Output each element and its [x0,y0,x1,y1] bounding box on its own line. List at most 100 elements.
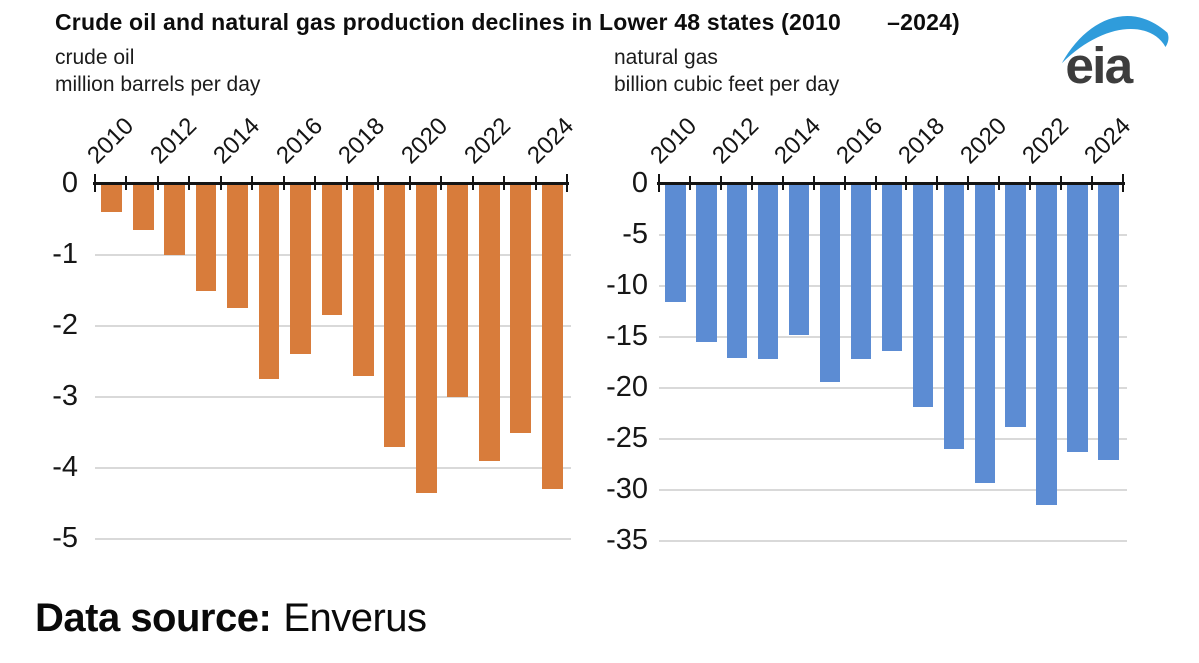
axis-tick [156,176,159,190]
gridline [95,538,571,540]
axis-tick [905,176,908,190]
x-axis-line [93,182,569,185]
y-tick-label--15: -15 [606,320,648,352]
natural-gas-bar-2020 [974,184,995,483]
axis-tick [719,176,722,190]
natural-gas-bar-2019 [943,184,964,450]
crude-oil-x-label-2012: 2012 [144,112,202,170]
natural-gas-bar-2018 [912,184,934,408]
crude-oil-x-label-2016: 2016 [270,112,328,170]
axis-tick [125,176,128,190]
crude-oil-bar-2017 [321,184,343,316]
axis-tick [94,174,96,192]
data-source-label: Data source: [35,596,272,640]
natural-gas-bar-2010 [665,184,686,303]
axis-tick [1122,174,1124,192]
natural-gas-bar-2023 [1067,184,1088,453]
axis-tick [874,176,877,190]
data-source-value: Enverus [283,596,427,640]
crude-oil-bar-2019 [384,184,406,447]
natural-gas-subtitle-line2: billion cubic feet per day [614,73,840,96]
natural-gas-bar-2012 [727,184,748,359]
x-axis-line [657,182,1125,185]
y-tick-label--20: -20 [606,371,648,403]
crude-oil-subtitle-line2: million barrels per day [55,73,261,96]
axis-tick [1060,176,1063,190]
natural-gas-plot: 2010 2012 2014 2016 2018 2020 2022 2024 [646,112,1136,542]
natural-gas-bar-2015 [819,184,841,382]
eia-logo-text: eia [1065,36,1133,90]
natural-gas-x-label-2014: 2014 [769,112,827,170]
gridline [659,540,1127,542]
crude-oil-plot: 2010 2012 2014 2016 2018 2020 2022 2024 [82,112,579,540]
crude-oil-bar-2018 [353,184,374,376]
axis-tick [282,176,285,190]
crude-oil-bar-2011 [132,184,154,231]
y-tick-label-0: 0 [61,167,78,199]
y-tick-label--2: -2 [52,309,78,341]
y-tick-label--25: -25 [606,422,648,454]
crude-oil-bar-2010 [101,184,123,213]
crude-oil-x-label-2022: 2022 [459,112,517,170]
crude-oil-bar-2024 [541,184,563,490]
crude-oil-x-label-2024: 2024 [522,112,580,170]
y-tick-label--10: -10 [606,269,648,301]
crude-oil-bar-2021 [447,184,469,397]
natural-gas-x-label-2022: 2022 [1016,112,1074,170]
natural-gas-bar-2011 [696,184,717,343]
axis-tick [377,176,380,190]
natural-gas-subtitle-line1: natural gas [614,46,718,69]
natural-gas-bar-2014 [788,184,810,335]
crude-oil-subtitle-line1: crude oil [55,46,135,69]
axis-tick [314,176,317,190]
axis-tick [219,176,222,190]
natural-gas-bar-2024 [1098,184,1119,461]
natural-gas-x-label-2012: 2012 [707,112,765,170]
crude-oil-bar-2014 [227,184,248,309]
axis-tick [1091,176,1094,190]
gridline [95,467,571,469]
gridline [659,438,1127,440]
gridline [659,387,1127,389]
y-tick-label-0: 0 [631,167,648,199]
axis-tick [998,176,1001,190]
axis-tick [967,176,970,190]
gridline [95,396,571,398]
axis-tick [658,174,660,192]
crude-oil-bar-2015 [258,184,280,380]
crude-oil-bar-2012 [164,184,185,255]
crude-oil-bar-2013 [195,184,217,291]
axis-tick [566,174,568,192]
axis-tick [534,176,537,190]
axis-tick [781,176,784,190]
natural-gas-bar-2013 [757,184,779,360]
y-tick-label--5: -5 [622,218,648,250]
axis-tick [251,176,254,190]
crude-oil-y-axis-labels: 0 -1 -2 -3 -4 -5 [0,167,78,554]
natural-gas-x-label-2016: 2016 [831,112,889,170]
y-tick-label--30: -30 [606,473,648,505]
axis-tick [345,176,348,190]
natural-gas-bar-2017 [881,184,903,352]
axis-tick [440,176,443,190]
crude-oil-bar-2016 [290,184,311,355]
natural-gas-x-label-2018: 2018 [893,112,950,170]
axis-tick [503,176,506,190]
natural-gas-bar-2021 [1005,184,1026,427]
eia-logo-graphic: eia [1061,16,1169,94]
crude-oil-x-label-2010: 2010 [81,112,139,170]
y-tick-label--1: -1 [52,238,78,270]
logo-swoosh-icon [1061,16,1169,64]
axis-tick [188,176,191,190]
axis-tick [812,176,815,190]
chart-title: Crude oil and natural gas production dec… [55,9,960,35]
crude-oil-x-label-2014: 2014 [207,112,265,170]
crude-oil-bar-2022 [478,184,500,461]
natural-gas-y-axis-labels: 0 -5 -10 -15 -20 -25 -30 -35 [572,167,648,556]
axis-tick [936,176,939,190]
eia-logo: eia [1060,4,1170,94]
y-tick-label--5: -5 [52,522,78,554]
axis-tick [688,176,691,190]
y-tick-label--4: -4 [52,451,78,483]
natural-gas-x-label-2010: 2010 [645,112,703,170]
